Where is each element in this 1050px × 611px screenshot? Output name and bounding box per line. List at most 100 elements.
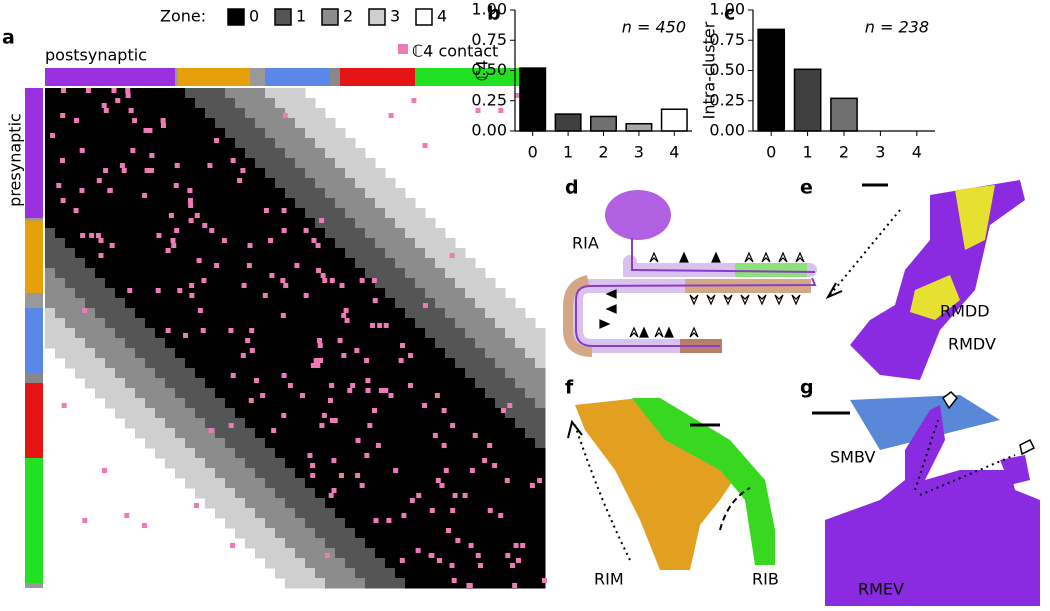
- contact-dot: [119, 163, 125, 168]
- zone-cell: [385, 208, 426, 219]
- panel-letter: a: [2, 27, 15, 49]
- zone-cell: [55, 268, 96, 279]
- zone-cell: [175, 348, 446, 359]
- zone-cell: [495, 398, 536, 409]
- zone-cell: [175, 468, 216, 479]
- zone-cell: [215, 388, 486, 399]
- zone-cell: [325, 228, 366, 239]
- zone-cell: [325, 578, 366, 589]
- zone-cell: [135, 388, 176, 399]
- pre-bar: [25, 383, 43, 458]
- zone-cell: [345, 518, 546, 529]
- contact-dot: [498, 513, 504, 518]
- contact-dot: [520, 543, 526, 548]
- zone-cell: [385, 248, 426, 259]
- zone-cell: [465, 328, 506, 339]
- annotation: n = 450: [622, 18, 686, 37]
- zone-cell: [345, 208, 386, 219]
- contact-dot: [173, 183, 179, 188]
- zone-cell: [175, 388, 216, 399]
- contact-dot: [79, 188, 85, 193]
- neuron-label: RMEV: [858, 580, 904, 599]
- contact-dot: [189, 283, 195, 288]
- zone-cell: [245, 498, 286, 509]
- zone-cell: [315, 178, 356, 189]
- zone-swatch: [227, 8, 245, 26]
- zone-cell: [55, 228, 326, 239]
- zone-cell: [75, 328, 116, 339]
- zone-cell: [255, 468, 296, 479]
- contact-dot: [443, 468, 449, 473]
- zone-cell: [335, 158, 376, 169]
- zone-cell: [275, 488, 316, 499]
- zone-cell: [135, 428, 176, 439]
- presynaptic-label: presynaptic: [6, 113, 25, 207]
- contact-dot: [429, 508, 435, 513]
- zone-cell: [65, 238, 336, 249]
- zone-cell: [435, 338, 476, 349]
- zone-cell: [175, 428, 216, 439]
- contact-dot: [128, 108, 134, 113]
- contact-dot: [449, 563, 455, 568]
- zone-cell: [105, 318, 146, 329]
- zone-cell: [45, 168, 266, 179]
- zone-cell: [505, 368, 546, 379]
- contact-dot: [450, 423, 456, 428]
- zone-cell: [365, 578, 406, 589]
- zone-cell: [185, 478, 226, 489]
- contact-dot: [401, 513, 407, 518]
- contact-dot: [82, 518, 88, 523]
- x-tick-label: 1: [803, 143, 813, 162]
- zone-cell: [45, 198, 296, 209]
- contact-dot: [468, 543, 474, 548]
- x-tick-label: 4: [912, 143, 922, 162]
- contact-dot: [388, 393, 394, 398]
- y-tick-label: 1.00: [471, 0, 507, 19]
- zone-cell: [335, 238, 376, 249]
- zone-cell: [245, 418, 516, 429]
- annotation: n = 238: [865, 18, 929, 37]
- zone-cell: [485, 348, 526, 359]
- contact-dot: [386, 518, 392, 523]
- zone-cell: [505, 328, 546, 339]
- x-tick-label: 0: [766, 143, 776, 162]
- zone-cell: [525, 348, 546, 359]
- zone-cell: [265, 438, 536, 449]
- zone-cell: [285, 578, 326, 589]
- zone-cell: [305, 128, 346, 139]
- contact-dot: [399, 343, 405, 348]
- contact-dot: [415, 548, 421, 553]
- zone-cell: [205, 418, 246, 429]
- neuron-label: RMDV: [948, 335, 996, 354]
- contact-dot: [240, 353, 246, 358]
- contact-dot: [407, 383, 413, 388]
- zone-cell: [165, 338, 436, 349]
- x-tick-label: 2: [839, 143, 849, 162]
- zone-title: Zone:: [160, 7, 206, 26]
- contact-dot: [498, 108, 504, 113]
- contact-dot: [183, 333, 189, 338]
- post-bar: [340, 68, 415, 86]
- contact-dot: [321, 413, 327, 418]
- zone-cell: [405, 308, 446, 319]
- zone-cell: [155, 408, 196, 419]
- zone-cell: [45, 338, 86, 349]
- contact-dot: [359, 278, 365, 283]
- contact-dot: [462, 493, 468, 498]
- contact-dot: [422, 303, 428, 308]
- zone-cell: [435, 258, 476, 269]
- contact-dot: [147, 128, 153, 133]
- zone-cell: [355, 178, 396, 189]
- zone-cell: [85, 338, 126, 349]
- post-bar: [330, 68, 340, 86]
- contact-dot: [359, 483, 365, 488]
- zone-cell: [125, 378, 166, 389]
- zone-cell: [365, 228, 406, 239]
- contact-dot: [487, 443, 493, 448]
- zone-cell: [195, 368, 466, 379]
- contact-dot: [307, 453, 313, 458]
- contact-dot: [141, 523, 147, 528]
- contact-dot: [82, 308, 88, 313]
- contact-swatch: [398, 44, 408, 54]
- contact-dot: [196, 258, 202, 263]
